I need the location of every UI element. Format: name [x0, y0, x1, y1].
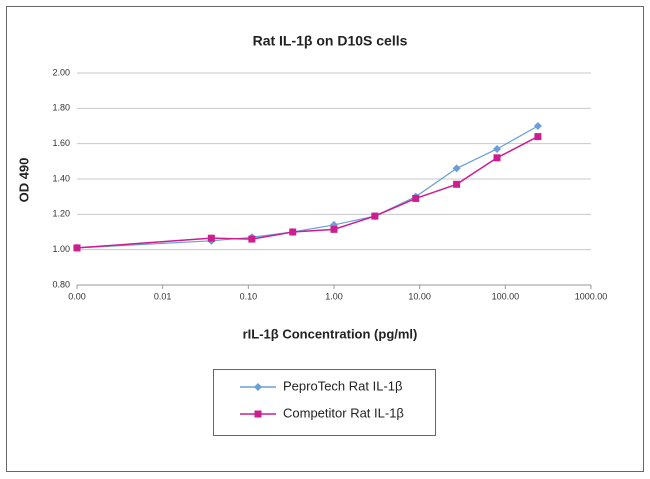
data-point: [248, 235, 256, 243]
y-tick-label: 0.80: [52, 279, 70, 289]
legend-marker: [254, 383, 262, 391]
data-point: [412, 194, 420, 202]
data-point: [73, 244, 81, 252]
data-point: [493, 144, 502, 153]
legend: [213, 369, 436, 436]
y-tick-label: 1.40: [52, 173, 70, 183]
y-tick-label: 1.00: [52, 244, 70, 254]
data-point: [533, 122, 542, 130]
y-tick-label: 2.00: [52, 67, 70, 77]
data-point: [493, 154, 501, 162]
x-tick-label: 0.00: [68, 291, 86, 301]
x-tick-label: 0.01: [154, 291, 172, 301]
data-point: [207, 234, 215, 242]
x-tick-label: 100.00: [492, 291, 520, 301]
series-line: [76, 135, 539, 249]
x-axis-label: rIL-1β Concentration (pg/ml): [243, 326, 418, 341]
legend-label: PeproTech Rat IL-1β: [283, 378, 402, 393]
y-axis-label: OD 490: [16, 158, 31, 203]
x-tick-label: 0.10: [240, 291, 258, 301]
data-point: [452, 164, 461, 173]
x-tick-label: 1.00: [325, 291, 343, 301]
legend-marker: [254, 410, 262, 418]
x-tick-label: 10.00: [408, 291, 431, 301]
legend-label: Competitor Rat IL-1β: [283, 405, 404, 420]
y-tick-label: 1.80: [52, 103, 70, 113]
data-point: [453, 180, 461, 188]
x-tick-label: 1000.00: [575, 291, 608, 301]
data-point: [330, 225, 338, 233]
data-point: [289, 228, 297, 236]
data-point: [371, 212, 379, 220]
y-tick-label: 1.60: [52, 138, 70, 148]
chart-title: Rat IL-1β on D10S cells: [253, 33, 408, 49]
y-tick-label: 1.20: [52, 209, 70, 219]
data-point: [534, 133, 542, 141]
